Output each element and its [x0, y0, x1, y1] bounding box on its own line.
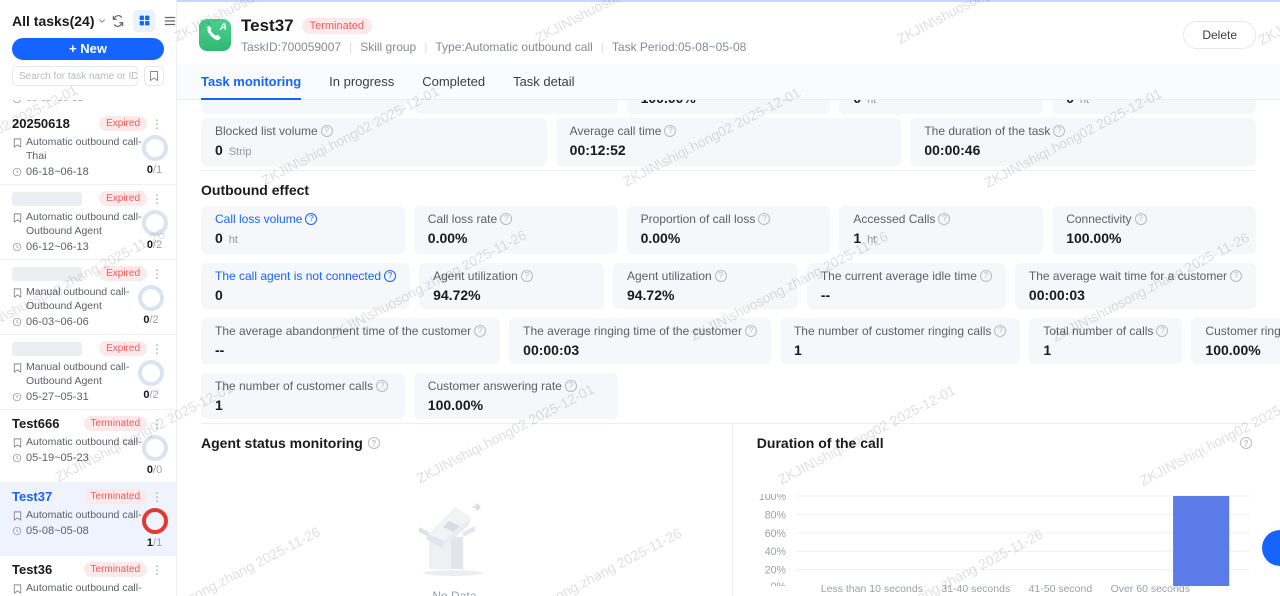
svg-text:20%: 20% [765, 564, 787, 576]
svg-text:40%: 40% [765, 546, 787, 558]
svg-text:80%: 80% [765, 509, 787, 521]
svg-text:60%: 60% [765, 528, 787, 540]
svg-text:100%: 100% [759, 494, 787, 503]
svg-text:0%: 0% [770, 581, 786, 586]
